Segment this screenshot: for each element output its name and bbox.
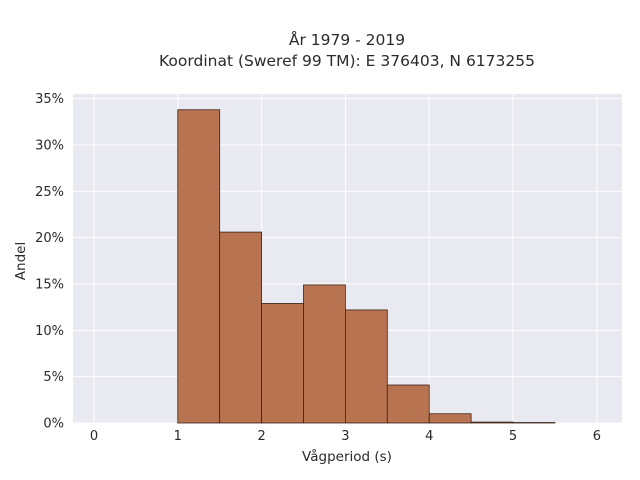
chart-title: År 1979 - 2019 <box>289 30 405 49</box>
chart-subtitle: Koordinat (Sweref 99 TM): E 376403, N 61… <box>159 52 535 70</box>
histogram-bar-4 <box>345 309 388 424</box>
y-tick-label-0: 0% <box>43 417 64 432</box>
y-tick-label-3: 15% <box>35 277 64 292</box>
x-tick-label-6: 6 <box>593 429 601 444</box>
y-tick-label-4: 20% <box>35 231 64 246</box>
x-tick-label-5: 5 <box>509 429 517 444</box>
histogram-bar-1 <box>219 231 262 424</box>
y-tick-label-7: 35% <box>35 92 64 107</box>
x-tick-label-4: 4 <box>425 429 433 444</box>
histogram-bar-6 <box>428 413 472 424</box>
bars <box>177 109 556 424</box>
y-tick-label-6: 30% <box>35 138 64 153</box>
x-tick-label-3: 3 <box>341 429 349 444</box>
x-tick-label-0: 0 <box>90 429 98 444</box>
histogram-bar-7 <box>470 421 514 424</box>
y-tick-label-1: 5% <box>43 370 64 385</box>
y-axis-label: Andel <box>13 242 29 280</box>
x-axis-label: Vågperiod (s) <box>302 448 392 465</box>
x-tick-label-1: 1 <box>174 429 182 444</box>
histogram-bar-3 <box>303 284 346 424</box>
y-axis-ticks: 0% 5% 10% 15% 20% 25% 30% 35% <box>35 92 64 431</box>
y-tick-label-2: 10% <box>35 324 64 339</box>
histogram-bar-2 <box>261 303 304 424</box>
histogram-bar-5 <box>386 384 430 424</box>
x-tick-label-2: 2 <box>257 429 265 444</box>
y-tick-label-5: 25% <box>35 185 64 200</box>
x-axis-ticks: 0 1 2 3 4 5 6 <box>90 429 601 444</box>
histogram-bar-0 <box>177 109 221 424</box>
